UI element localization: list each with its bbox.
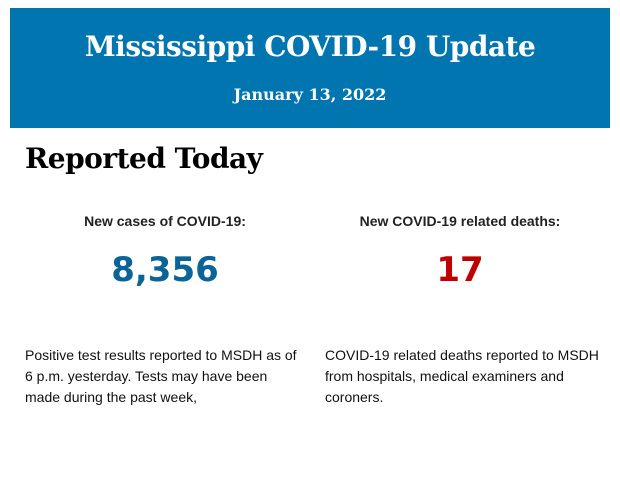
page-title: Mississippi COVID-19 Update [84, 30, 536, 63]
section-heading: Reported Today [25, 142, 263, 175]
new-deaths-description: COVID-19 related deaths reported to MSDH… [325, 347, 599, 405]
new-cases-description: Positive test results reported to MSDH a… [25, 347, 297, 405]
new-deaths-value: 17 [436, 250, 484, 290]
new-cases-value: 8,356 [111, 250, 219, 290]
new-cases-label: New cases of COVID-19: [84, 213, 246, 229]
new-deaths-label: New COVID-19 related deaths: [359, 213, 561, 229]
header-banner: Mississippi COVID-19 Update January 13, … [10, 8, 610, 128]
update-date: January 13, 2022 [233, 85, 387, 104]
